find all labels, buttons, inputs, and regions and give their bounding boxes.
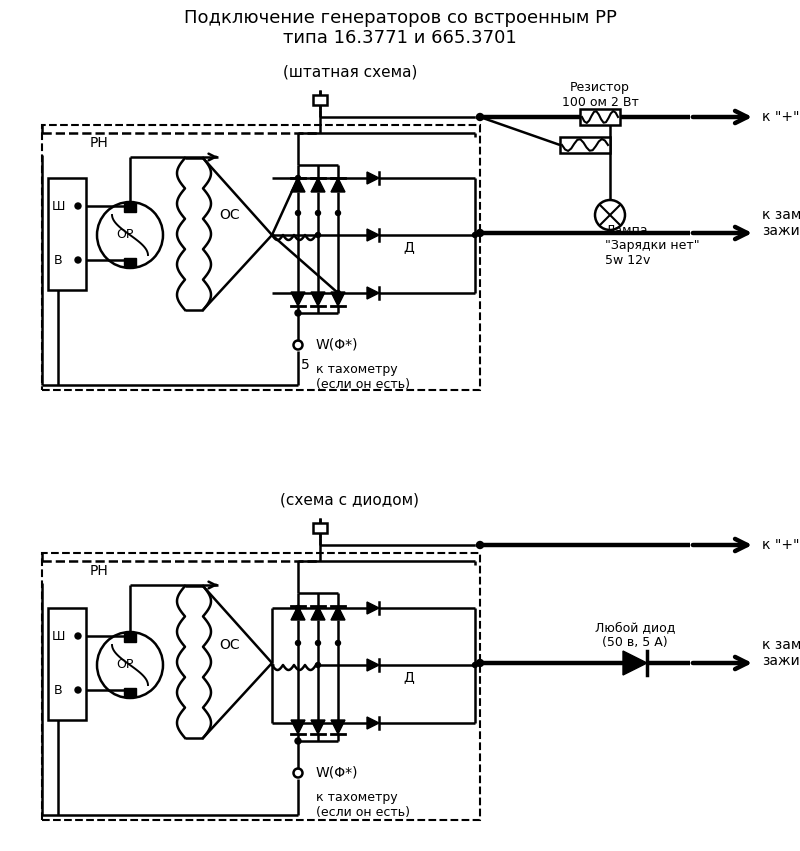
Polygon shape (623, 651, 647, 675)
Polygon shape (291, 720, 305, 734)
Polygon shape (367, 172, 379, 184)
Text: Д: Д (403, 240, 414, 254)
Bar (42, 553, 480, 820)
Circle shape (315, 641, 321, 646)
Text: к замку
зажигания: к замку зажигания (762, 208, 800, 238)
Bar (42, 125, 480, 390)
Polygon shape (331, 606, 345, 620)
Text: Д: Д (403, 670, 414, 684)
Text: ОС: ОС (220, 638, 240, 652)
Circle shape (295, 210, 301, 215)
Polygon shape (367, 659, 379, 671)
Polygon shape (311, 606, 325, 620)
Circle shape (295, 606, 301, 610)
Text: W(Φ*): W(Φ*) (316, 338, 358, 352)
Text: к "+" АКБ: к "+" АКБ (762, 110, 800, 124)
Polygon shape (367, 717, 379, 729)
Text: к тахометру
(если он есть): к тахометру (если он есть) (316, 363, 410, 391)
Circle shape (75, 257, 81, 263)
Text: ОС: ОС (220, 208, 240, 222)
Circle shape (335, 641, 341, 646)
Text: Резистор
100 ом 2 Вт: Резистор 100 ом 2 Вт (562, 81, 638, 109)
Circle shape (473, 232, 478, 237)
Text: РН: РН (90, 136, 109, 150)
Bar (124, 688, 136, 697)
Circle shape (295, 641, 301, 646)
Bar (124, 203, 136, 212)
Text: В: В (54, 254, 62, 266)
Bar (48, 178, 86, 290)
Text: к замку
зажигания: к замку зажигания (762, 638, 800, 668)
Text: типа 16.3771 и 665.3701: типа 16.3771 и 665.3701 (283, 29, 517, 47)
Polygon shape (311, 178, 325, 192)
Bar (580, 109, 620, 125)
Circle shape (335, 290, 341, 295)
Circle shape (75, 633, 81, 639)
Text: Любой диод
(50 в, 5 А): Любой диод (50 в, 5 А) (595, 621, 675, 649)
Bar (124, 633, 136, 642)
Bar (124, 258, 136, 267)
Circle shape (75, 687, 81, 693)
Text: W(Φ*): W(Φ*) (316, 766, 358, 780)
Text: (схема с диодом): (схема с диодом) (281, 493, 419, 507)
Text: ОР: ОР (116, 659, 134, 671)
Text: 5: 5 (301, 358, 310, 372)
Polygon shape (311, 720, 325, 734)
Circle shape (477, 541, 483, 549)
Bar (560, 137, 610, 153)
Text: РН: РН (90, 564, 109, 578)
Circle shape (295, 310, 301, 316)
Polygon shape (291, 178, 305, 192)
Circle shape (315, 232, 321, 237)
Circle shape (315, 210, 321, 215)
Circle shape (477, 660, 483, 666)
Circle shape (477, 113, 483, 121)
Bar (313, 523, 327, 533)
Text: к тахометру
(если он есть): к тахометру (если он есть) (316, 791, 410, 819)
Bar (313, 95, 327, 105)
Polygon shape (331, 178, 345, 192)
Text: В: В (54, 683, 62, 696)
Circle shape (315, 662, 321, 667)
Polygon shape (291, 606, 305, 620)
Polygon shape (367, 602, 379, 614)
Circle shape (477, 230, 483, 237)
Circle shape (295, 738, 301, 744)
Text: Подключение генераторов со встроенным РР: Подключение генераторов со встроенным РР (183, 9, 617, 27)
Polygon shape (331, 720, 345, 734)
Polygon shape (331, 292, 345, 306)
Text: к "+" АКБ: к "+" АКБ (762, 538, 800, 552)
Circle shape (473, 662, 478, 667)
Text: Лампа
"Зарядки нет"
5w 12v: Лампа "Зарядки нет" 5w 12v (605, 224, 700, 266)
Polygon shape (367, 229, 379, 241)
Text: ОР: ОР (116, 229, 134, 242)
Bar (48, 608, 86, 720)
Circle shape (335, 210, 341, 215)
Circle shape (295, 175, 301, 180)
Polygon shape (311, 292, 325, 306)
Circle shape (335, 721, 341, 726)
Polygon shape (291, 292, 305, 306)
Circle shape (75, 203, 81, 209)
Text: Ш: Ш (51, 630, 65, 643)
Polygon shape (367, 287, 379, 299)
Text: (штатная схема): (штатная схема) (283, 65, 417, 79)
Circle shape (595, 200, 625, 230)
Text: Ш: Ш (51, 199, 65, 213)
